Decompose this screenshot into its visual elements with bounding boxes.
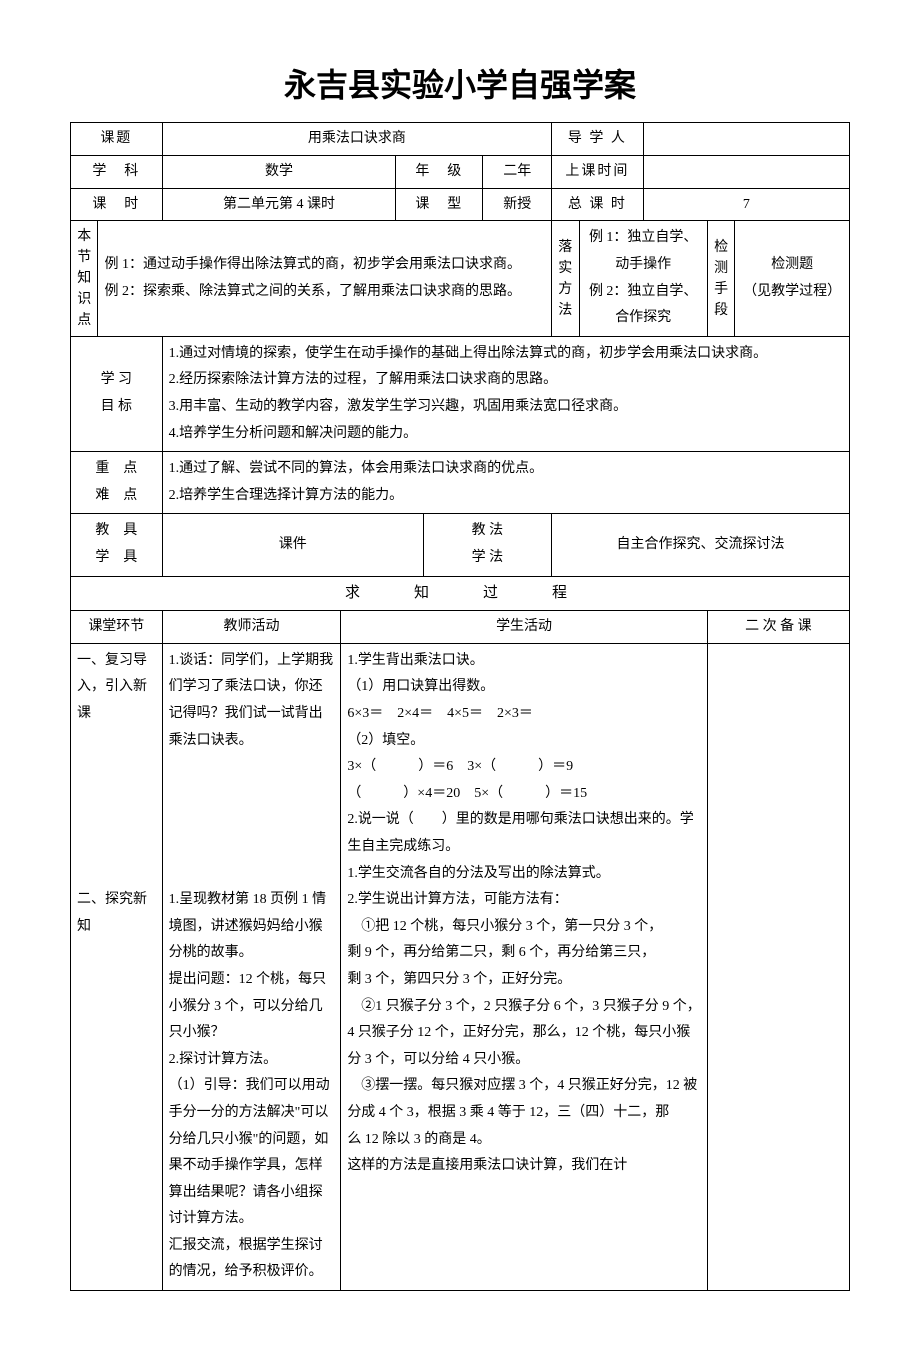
- label-xueke: 学 科: [71, 155, 163, 188]
- label-nianji: 年 级: [396, 155, 483, 188]
- row-knowledge: 本节知识点 例 1：通过动手操作得出除法算式的商，初步学会用乘法口诀求商。例 2…: [71, 221, 850, 336]
- value-keypoints: 1.通过了解、尝试不同的算法，体会用乘法口诀求商的优点。2.培养学生合理选择计算…: [162, 452, 849, 514]
- col-xuesheng: 学生活动: [341, 611, 708, 644]
- value-daoxueren: [643, 123, 849, 156]
- value-shangke: [643, 155, 849, 188]
- row-process-title: 求 知 过 程: [71, 576, 850, 611]
- value-objectives: 1.通过对情境的探索，使学生在动手操作的基础上得出除法算式的商，初步学会用乘法口…: [162, 336, 849, 451]
- label-zhishidian: 本节知识点: [71, 221, 98, 336]
- col-huanjie: 课堂环节: [71, 611, 163, 644]
- row-body: 一、复习导入，引入新课二、探究新知 1.谈话：同学们，上学期我们学习了乘法口诀，…: [71, 643, 850, 1290]
- row-xueke: 学 科 数学 年 级 二年 上课时间: [71, 155, 850, 188]
- label-keshi: 课 时: [71, 188, 163, 221]
- page-title: 永吉县实验小学自强学案: [70, 60, 850, 106]
- row-tools: 教 具学 具 课件 教 法学 法 自主合作探究、交流探讨法: [71, 514, 850, 576]
- label-keti: 课题: [71, 123, 163, 156]
- label-jiance: 检测手段: [707, 221, 734, 336]
- value-zongkeshi: 7: [643, 188, 849, 221]
- label-keypoints: 重 点难 点: [71, 452, 163, 514]
- col-jiaoshi: 教师活动: [162, 611, 341, 644]
- value-jiaofa: 自主合作探究、交流探讨法: [552, 514, 850, 576]
- value-keshi: 第二单元第 4 课时: [162, 188, 396, 221]
- value-zhishidian: 例 1：通过动手操作得出除法算式的商，初步学会用乘法口诀求商。例 2：探索乘、除…: [98, 221, 552, 336]
- label-objectives: 学 习目 标: [71, 336, 163, 451]
- label-daoxueren: 导 学 人: [552, 123, 644, 156]
- value-jiance: 检测题（见教学过程）: [735, 221, 850, 336]
- body-xuesheng: 1.学生背出乘法口诀。（1）用口诀算出得数。6×3＝ 2×4＝ 4×5＝ 2×3…: [341, 643, 708, 1290]
- value-nianji: 二年: [483, 155, 552, 188]
- label-kexing: 课 型: [396, 188, 483, 221]
- label-luoshi: 落实方法: [552, 221, 579, 336]
- row-keshi: 课 时 第二单元第 4 课时 课 型 新授 总 课 时 7: [71, 188, 850, 221]
- body-erci: [707, 643, 849, 1290]
- label-shangke: 上课时间: [552, 155, 644, 188]
- row-keypoints: 重 点难 点 1.通过了解、尝试不同的算法，体会用乘法口诀求商的优点。2.培养学…: [71, 452, 850, 514]
- value-xueke: 数学: [162, 155, 396, 188]
- label-jiaofa: 教 法学 法: [423, 514, 551, 576]
- row-colheaders: 课堂环节 教师活动 学生活动 二 次 备 课: [71, 611, 850, 644]
- col-erci: 二 次 备 课: [707, 611, 849, 644]
- value-kexing: 新授: [483, 188, 552, 221]
- value-keti: 用乘法口诀求商: [162, 123, 551, 156]
- value-jiaoju: 课件: [162, 514, 423, 576]
- label-jiaoju: 教 具学 具: [71, 514, 163, 576]
- lesson-plan-table: 课题 用乘法口诀求商 导 学 人 学 科 数学 年 级 二年 上课时间 课 时 …: [70, 122, 850, 1291]
- value-luoshi: 例 1：独立自学、动手操作例 2：独立自学、合作探究: [579, 221, 707, 336]
- process-title: 求 知 过 程: [71, 576, 850, 611]
- row-keti: 课题 用乘法口诀求商 导 学 人: [71, 123, 850, 156]
- label-zongkeshi: 总 课 时: [552, 188, 644, 221]
- row-objectives: 学 习目 标 1.通过对情境的探索，使学生在动手操作的基础上得出除法算式的商，初…: [71, 336, 850, 451]
- body-huanjie: 一、复习导入，引入新课二、探究新知: [71, 643, 163, 1290]
- body-jiaoshi: 1.谈话：同学们，上学期我们学习了乘法口诀，你还记得吗？我们试一试背出乘法口诀表…: [162, 643, 341, 1290]
